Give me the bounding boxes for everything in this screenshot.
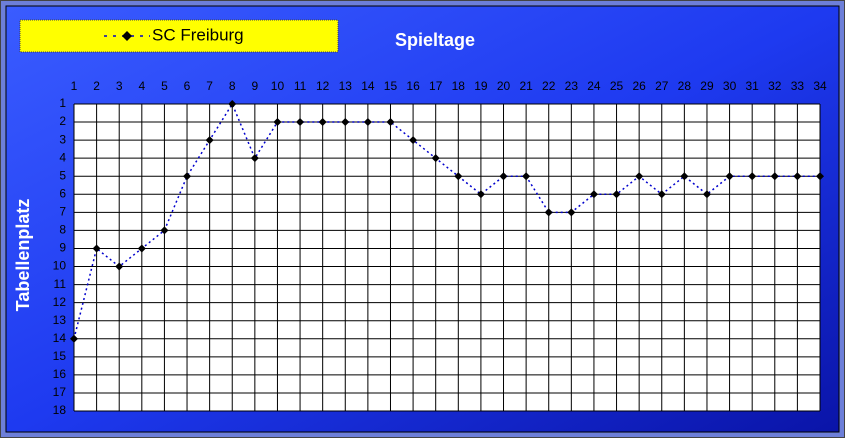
x-tick-label: 7 (206, 79, 213, 93)
data-point (409, 136, 418, 145)
x-tick-label: 14 (361, 79, 375, 93)
data-point (770, 172, 779, 181)
x-tick-label: 12 (316, 79, 330, 93)
data-point (386, 118, 395, 127)
x-tick-label: 27 (655, 79, 669, 93)
y-tick-label: 10 (53, 259, 67, 273)
x-tick-label: 19 (474, 79, 488, 93)
x-tick-label: 4 (138, 79, 145, 93)
data-point (725, 172, 734, 181)
y-tick-label: 14 (53, 331, 67, 345)
legend-marker (122, 31, 132, 41)
data-point (431, 154, 440, 163)
data-point (522, 172, 531, 181)
y-tick-label: 6 (59, 186, 66, 200)
data-point (499, 172, 508, 181)
data-point (748, 172, 757, 181)
x-tick-label: 33 (791, 79, 805, 93)
data-point (544, 208, 553, 217)
y-tick-label: 8 (59, 223, 66, 237)
data-point (612, 190, 621, 199)
data-point (680, 172, 689, 181)
y-tick-label: 5 (59, 168, 66, 182)
x-tick-label: 22 (542, 79, 556, 93)
data-point (205, 136, 214, 145)
x-tick-label: 13 (339, 79, 353, 93)
data-point (476, 190, 485, 199)
data-point (296, 118, 305, 127)
x-tick-label: 8 (229, 79, 236, 93)
data-point (70, 334, 78, 343)
x-tick-label: 17 (429, 79, 443, 93)
x-tick-label: 21 (519, 79, 533, 93)
data-point (228, 100, 237, 108)
x-tick-label: 15 (384, 79, 398, 93)
chart-title: Spieltage (395, 30, 475, 50)
data-point (657, 190, 666, 199)
x-tick-label: 34 (813, 79, 827, 93)
data-point (183, 172, 192, 181)
x-tick-label: 31 (746, 79, 760, 93)
series-line (73, 102, 820, 339)
x-tick-label: 11 (294, 79, 307, 93)
data-point (816, 172, 824, 181)
x-tick-label: 18 (452, 79, 466, 93)
data-point (793, 172, 802, 181)
y-tick-label: 1 (59, 96, 66, 110)
data-point (567, 208, 576, 217)
data-point (250, 154, 259, 163)
y-tick-label: 2 (59, 114, 66, 128)
x-tick-label: 28 (678, 79, 692, 93)
x-tick-label: 16 (406, 79, 420, 93)
x-tick-label: 6 (184, 79, 191, 93)
y-tick-label: 16 (53, 367, 67, 381)
x-tick-label: 26 (632, 79, 646, 93)
data-point (273, 118, 282, 127)
data-point (341, 118, 350, 127)
legend (19, 19, 339, 53)
x-tick-label: 29 (700, 79, 714, 93)
plot-area (74, 104, 820, 411)
x-tick-label: 3 (116, 79, 123, 93)
data-point (702, 190, 711, 199)
x-tick-label: 5 (161, 79, 168, 93)
y-tick-label: 3 (59, 132, 66, 146)
x-tick-label: 25 (610, 79, 624, 93)
y-tick-label: 13 (53, 313, 67, 327)
y-tick-label: 15 (53, 349, 67, 363)
y-tick-label: 11 (54, 277, 67, 291)
y-tick-label: 9 (59, 241, 66, 255)
y-tick-label: 7 (59, 205, 66, 219)
data-point (635, 172, 644, 181)
x-tick-label: 2 (93, 79, 100, 93)
y-tick-label: 4 (59, 150, 66, 164)
x-tick-label: 1 (71, 79, 78, 93)
y-tick-label: 12 (53, 295, 67, 309)
x-tick-label: 9 (252, 79, 259, 93)
y-tick-label: 17 (53, 385, 67, 399)
data-point (589, 190, 598, 199)
data-point (92, 244, 101, 253)
x-tick-label: 20 (497, 79, 511, 93)
x-tick-label: 24 (587, 79, 601, 93)
y-tick-label: 18 (53, 403, 67, 417)
data-point (454, 172, 463, 181)
data-point (363, 118, 372, 127)
x-tick-label: 30 (723, 79, 737, 93)
x-tick-label: 32 (768, 79, 782, 93)
data-point (318, 118, 327, 127)
x-tick-label: 23 (565, 79, 579, 93)
y-axis-label: Tabellenplatz (13, 199, 33, 312)
data-point (115, 262, 124, 271)
data-point (137, 244, 146, 253)
data-point (160, 226, 169, 235)
legend-label: SC Freiburg (152, 25, 244, 44)
x-tick-label: 10 (271, 79, 285, 93)
